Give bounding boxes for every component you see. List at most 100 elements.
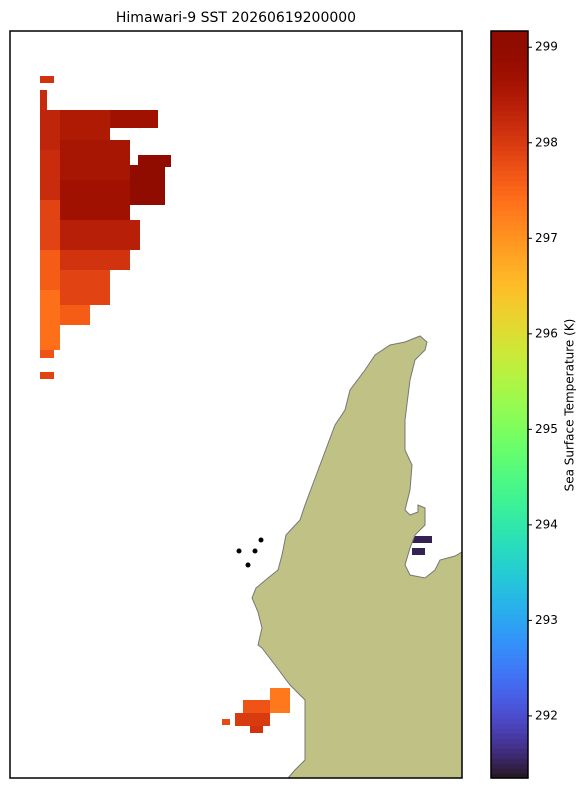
colorbar-slice (491, 35, 528, 42)
colorbar-slice (491, 275, 528, 281)
colorbar-slice (491, 175, 528, 181)
colorbar-slice (491, 748, 528, 754)
colorbar-slice (491, 613, 528, 620)
colorbar-slice (491, 494, 528, 500)
colorbar-slice (491, 319, 528, 326)
colorbar-slice (491, 379, 528, 386)
colorbar-slice (491, 50, 528, 57)
colorbar-slice (491, 180, 528, 186)
colorbar-slice (491, 663, 528, 670)
colorbar-slice (491, 479, 528, 485)
colorbar-slice (491, 573, 528, 580)
colorbar-slice (491, 588, 528, 595)
land (251, 335, 463, 779)
colorbar-slice (491, 110, 528, 117)
colorbar-slice (491, 489, 528, 495)
colorbar-slice (491, 289, 528, 296)
colorbar-slice (491, 708, 528, 714)
colorbar-slice (491, 70, 528, 77)
colorbar-slice (491, 115, 528, 122)
colorbar-slice (491, 578, 528, 585)
colorbar-slice (491, 255, 528, 261)
colorbar-slice (491, 140, 528, 147)
colorbar-slice (491, 190, 528, 196)
colorbar-slice (491, 260, 528, 266)
colorbar-slice (491, 454, 528, 460)
colorbar-slice (491, 543, 528, 550)
colorbar-slice (491, 688, 528, 694)
colorbar-slice (491, 434, 528, 440)
colorbar-slice (491, 593, 528, 600)
map-frame (9, 30, 463, 779)
colorbar-slice (491, 200, 528, 206)
colorbar-slice (491, 90, 528, 97)
colorbar-slice (491, 753, 528, 759)
sst-cell (40, 200, 60, 250)
colorbar-slice (491, 65, 528, 72)
sst-cell (40, 90, 47, 110)
colorbar-slice (491, 299, 528, 306)
colorbar-slice (491, 344, 528, 351)
colorbar-slice (491, 678, 528, 684)
colorbar (491, 31, 528, 779)
sst-cell (40, 150, 60, 200)
colorbar-slice (491, 524, 528, 530)
colorbar-slice (491, 608, 528, 615)
colorbar-slice (491, 245, 528, 251)
colorbar-slice (491, 693, 528, 699)
colorbar-slice (491, 240, 528, 246)
sst-cell (60, 250, 130, 270)
colorbar-slice (491, 723, 528, 729)
colorbar-slice (491, 294, 528, 301)
colorbar-slice (491, 399, 528, 406)
colorbar-slice (491, 598, 528, 605)
colorbar-slice (491, 703, 528, 709)
colorbar-slice (491, 504, 528, 510)
colorbar-slice (491, 100, 528, 107)
sst-cell (412, 548, 425, 555)
colorbar-tick-label: 292 (535, 708, 558, 722)
island-dot (252, 548, 258, 554)
colorbar-slice (491, 31, 528, 37)
sst-cell (60, 220, 140, 250)
colorbar-slice (491, 509, 528, 515)
colorbar-slice (491, 743, 528, 749)
island-dot (258, 537, 264, 543)
sst-cell (130, 165, 165, 205)
colorbar-slice (491, 449, 528, 455)
colorbar-slice (491, 538, 528, 545)
colorbar-slice (491, 359, 528, 366)
colorbar-slice (491, 339, 528, 346)
colorbar-slice (491, 374, 528, 381)
colorbar-tick-label: 299 (535, 40, 558, 54)
colorbar-slice (491, 733, 528, 739)
colorbar-slice (491, 514, 528, 520)
sst-cell (270, 688, 290, 713)
colorbar-slice (491, 160, 528, 167)
colorbar-slice (491, 638, 528, 645)
colorbar-slice (491, 304, 528, 311)
colorbar-slice (491, 583, 528, 590)
colorbar-slice (491, 384, 528, 391)
colorbar-slice (491, 220, 528, 226)
colorbar-slice (491, 195, 528, 201)
colorbar-slice (491, 349, 528, 356)
sst-cell (40, 110, 60, 150)
sst-cell (60, 140, 130, 180)
sst-cell (60, 180, 130, 220)
colorbar-slice (491, 284, 528, 291)
colorbar-slice (491, 653, 528, 660)
island-dot (245, 562, 251, 568)
colorbar-slice (491, 60, 528, 67)
colorbar-tick-label: 298 (535, 135, 558, 149)
colorbar-slice (491, 329, 528, 336)
colorbar-slice (491, 75, 528, 82)
sst-cell (235, 713, 270, 726)
colorbar-slice (491, 419, 528, 426)
colorbar-slice (491, 603, 528, 610)
colorbar-slice (491, 155, 528, 162)
sst-cell (110, 110, 158, 128)
colorbar-tick-label: 296 (535, 326, 558, 340)
colorbar-slice (491, 125, 528, 132)
colorbar-slice (491, 394, 528, 401)
